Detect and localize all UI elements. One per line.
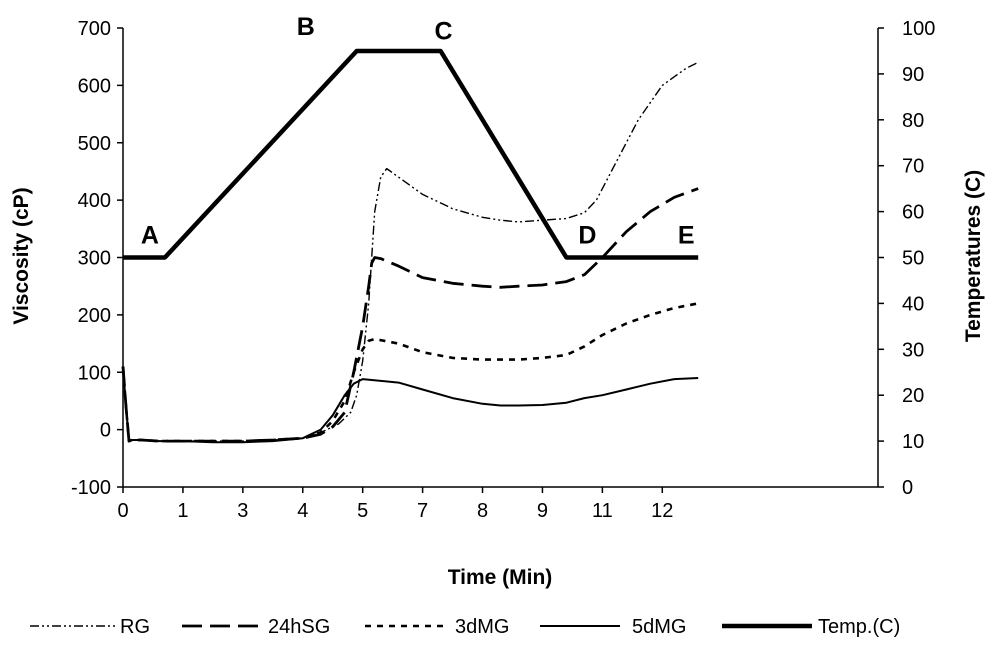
series-group bbox=[121, 48, 699, 444]
y-tick-label: -100 bbox=[71, 477, 111, 499]
y2-tick-label: 70 bbox=[902, 156, 924, 178]
x-tick-label: 8 bbox=[477, 500, 488, 522]
y2-axis-title: Temperatures (C) bbox=[962, 170, 985, 342]
y-tick-label: 600 bbox=[78, 75, 111, 97]
y-tick-label: 200 bbox=[78, 305, 111, 327]
y-tick-label: 300 bbox=[78, 248, 111, 270]
series-line-3dmg bbox=[121, 302, 699, 443]
x-tick-label: 11 bbox=[592, 500, 613, 522]
y2-tick-label: 40 bbox=[902, 293, 924, 315]
y2-tick-label: 90 bbox=[902, 64, 924, 86]
y2-tick-label: 50 bbox=[902, 248, 924, 270]
x-tick-label: 5 bbox=[357, 500, 368, 522]
y2-tick-label: 20 bbox=[902, 385, 924, 407]
legend-label-3dmg: 3dMG bbox=[455, 616, 509, 638]
x-tick-label: 1 bbox=[177, 500, 188, 522]
axes-group: -100010020030040050060070001020304050607… bbox=[71, 18, 935, 522]
legend-label-rg: RG bbox=[120, 616, 150, 638]
y-tick-label: 400 bbox=[78, 190, 111, 212]
point-label-e: E bbox=[678, 222, 695, 250]
x-tick-label: 0 bbox=[117, 500, 128, 522]
legend-label-temp-c: Temp.(C) bbox=[818, 616, 900, 638]
y2-tick-label: 0 bbox=[902, 477, 913, 499]
y-tick-label: 0 bbox=[100, 420, 111, 442]
x-axis-title: Time (Min) bbox=[448, 566, 553, 589]
y-axis-title: Viscosity (cP) bbox=[10, 187, 33, 324]
legend-label-24hsg: 24hSG bbox=[268, 616, 330, 638]
point-label-d: D bbox=[578, 222, 596, 250]
point-label-a: A bbox=[141, 222, 159, 250]
series-line-5dmg bbox=[122, 366, 699, 444]
y2-tick-label: 80 bbox=[902, 110, 924, 132]
y2-tick-label: 100 bbox=[902, 18, 935, 40]
series-line-temp-c bbox=[123, 48, 699, 260]
y2-tick-label: 10 bbox=[902, 431, 924, 453]
y-tick-label: 700 bbox=[78, 18, 111, 40]
x-tick-label: 7 bbox=[417, 500, 428, 522]
point-label-c: C bbox=[435, 17, 453, 45]
x-tick-label: 3 bbox=[237, 500, 248, 522]
legend-label-5dmg: 5dMG bbox=[632, 616, 686, 638]
x-tick-label: 12 bbox=[651, 500, 673, 522]
series-line-rg bbox=[122, 61, 699, 442]
point-label-b: B bbox=[297, 13, 315, 41]
legend: RG 24hSG 3dMG 5dMG Temp.(C) bbox=[30, 616, 900, 638]
y2-tick-label: 60 bbox=[902, 202, 924, 224]
annotations-group: A B C D E bbox=[141, 13, 695, 250]
x-tick-label: 9 bbox=[537, 500, 548, 522]
y-tick-label: 500 bbox=[78, 133, 111, 155]
y2-tick-label: 30 bbox=[902, 339, 924, 361]
x-tick-label: 4 bbox=[297, 500, 308, 522]
y-tick-label: 100 bbox=[78, 362, 111, 384]
series-line-24hsg bbox=[121, 187, 699, 443]
